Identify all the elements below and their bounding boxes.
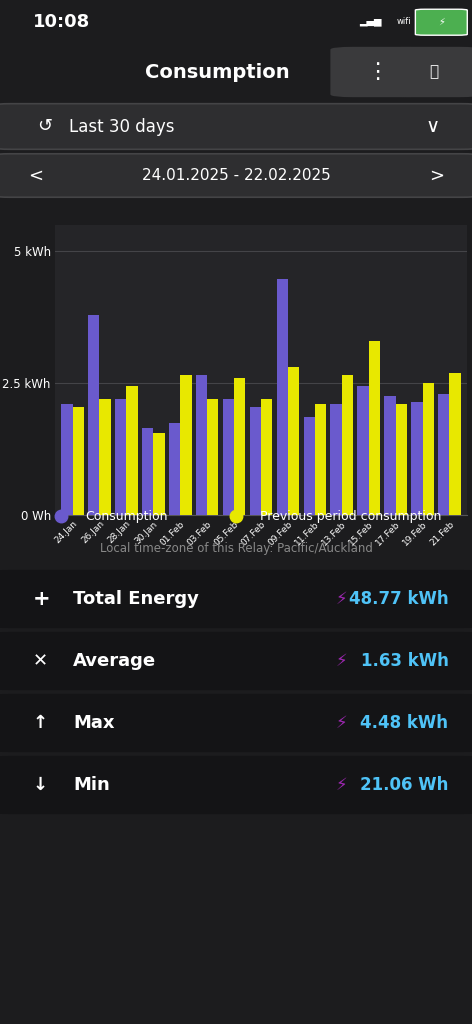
Text: ⚡: ⚡ — [336, 590, 347, 608]
Text: Consumption: Consumption — [85, 510, 168, 523]
Bar — [411, 401, 422, 515]
Text: Total Energy: Total Energy — [73, 590, 199, 608]
Text: Average: Average — [73, 652, 156, 670]
Bar — [261, 399, 272, 515]
Bar — [115, 399, 126, 515]
FancyBboxPatch shape — [387, 47, 472, 97]
Text: ⚡: ⚡ — [336, 776, 347, 794]
Text: wifi: wifi — [396, 17, 411, 27]
FancyBboxPatch shape — [0, 103, 472, 150]
Bar — [438, 393, 449, 515]
Bar — [207, 399, 219, 515]
Text: ⚡: ⚡ — [438, 17, 445, 27]
Bar — [277, 279, 288, 515]
Bar — [288, 368, 299, 515]
Bar — [73, 407, 84, 515]
Text: Max: Max — [73, 714, 115, 732]
Text: ▂▄▆: ▂▄▆ — [359, 16, 381, 27]
Text: ↓: ↓ — [33, 776, 48, 794]
Bar — [303, 418, 315, 515]
Bar — [342, 375, 353, 515]
Text: Local time-zone of this Relay: Pacific/Auckland: Local time-zone of this Relay: Pacific/A… — [100, 542, 372, 555]
Text: +: + — [33, 589, 50, 609]
Text: ↑: ↑ — [33, 714, 48, 732]
Bar — [330, 404, 342, 515]
Text: ↺: ↺ — [37, 118, 52, 135]
Text: Min: Min — [73, 776, 110, 794]
Bar — [196, 375, 207, 515]
Bar — [61, 404, 73, 515]
Bar — [126, 386, 138, 515]
FancyBboxPatch shape — [0, 632, 472, 690]
FancyBboxPatch shape — [0, 756, 472, 814]
Text: Consumption: Consumption — [145, 62, 289, 82]
Text: 10:08: 10:08 — [33, 13, 90, 31]
Text: ⚡: ⚡ — [336, 714, 347, 732]
FancyBboxPatch shape — [0, 694, 472, 753]
Bar — [100, 399, 111, 515]
Bar — [223, 399, 234, 515]
Text: <: < — [28, 167, 43, 184]
Bar — [142, 428, 153, 515]
Bar — [234, 378, 245, 515]
Text: 4.48 kWh: 4.48 kWh — [361, 714, 448, 732]
Bar — [180, 375, 192, 515]
Bar — [315, 404, 326, 515]
Text: >: > — [429, 167, 444, 184]
Bar — [396, 404, 407, 515]
Bar — [422, 383, 434, 515]
Text: ⚡: ⚡ — [336, 652, 347, 670]
Text: 48.77 kWh: 48.77 kWh — [349, 590, 448, 608]
FancyBboxPatch shape — [330, 47, 425, 97]
Bar — [250, 407, 261, 515]
Bar — [169, 423, 180, 515]
Bar — [153, 433, 165, 515]
FancyBboxPatch shape — [0, 154, 472, 198]
Text: ✕: ✕ — [33, 652, 48, 670]
Text: ⤢: ⤢ — [430, 65, 439, 80]
FancyBboxPatch shape — [0, 569, 472, 628]
Text: 24.01.2025 - 22.02.2025: 24.01.2025 - 22.02.2025 — [142, 168, 330, 183]
Text: ⋮: ⋮ — [366, 62, 389, 82]
Bar — [384, 396, 396, 515]
Text: 21.06 Wh: 21.06 Wh — [360, 776, 448, 794]
Text: Previous period consumption: Previous period consumption — [260, 510, 441, 523]
Text: 1.63 kWh: 1.63 kWh — [361, 652, 448, 670]
Text: ∨: ∨ — [425, 117, 439, 136]
Text: Last 30 days: Last 30 days — [69, 118, 174, 135]
Bar — [357, 386, 369, 515]
FancyBboxPatch shape — [415, 9, 467, 35]
Bar — [88, 314, 100, 515]
Bar — [369, 341, 380, 515]
Bar — [449, 373, 461, 515]
